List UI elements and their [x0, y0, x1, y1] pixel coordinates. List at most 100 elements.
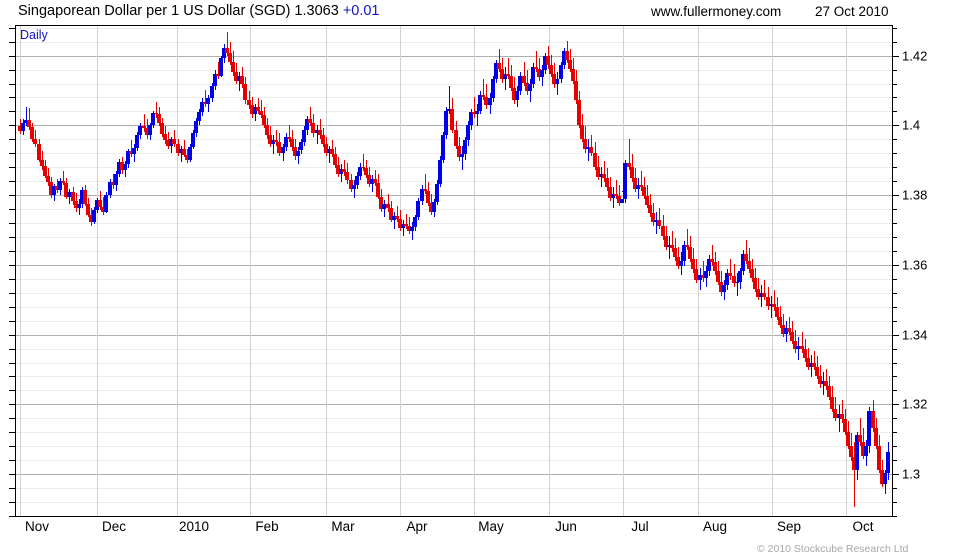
candle-body	[74, 201, 78, 209]
candle-body	[349, 180, 353, 189]
candle-body	[324, 144, 328, 154]
candle-body	[228, 52, 232, 62]
y-axis-tick-left	[9, 404, 15, 405]
candle-wick	[406, 213, 407, 230]
candle-body	[534, 66, 538, 69]
candle-body	[101, 207, 105, 212]
plot-area[interactable]: Daily	[15, 25, 893, 517]
candle-body	[432, 202, 436, 212]
candle-body	[43, 165, 47, 176]
candle-wick	[730, 258, 731, 280]
candle-body	[315, 129, 319, 134]
candle-body	[525, 82, 529, 92]
candle-wick	[536, 51, 537, 73]
candle-body	[108, 181, 112, 196]
candle-wick	[26, 107, 27, 127]
candle-body	[642, 187, 646, 196]
y-axis-tick-left	[9, 223, 15, 224]
candle-body	[772, 303, 776, 308]
candle-wick	[397, 206, 398, 223]
candle-body	[389, 208, 393, 220]
candle-body	[145, 128, 149, 136]
candle-body	[769, 303, 773, 307]
candle-body	[694, 269, 698, 280]
candle-body	[488, 98, 492, 106]
candle-body	[793, 340, 797, 350]
candle-body	[77, 203, 81, 209]
website-label: www.fullermoney.com	[651, 4, 782, 19]
y-axis-tick-left	[9, 446, 15, 447]
candle-body	[132, 147, 136, 154]
candle-body	[830, 396, 834, 409]
candle-wick	[409, 216, 410, 235]
x-axis-label: Oct	[852, 519, 874, 534]
x-axis-label: Apr	[406, 519, 428, 534]
candle-wick	[261, 100, 262, 118]
candle-body	[373, 179, 377, 183]
candle-body	[633, 178, 637, 189]
y-axis-tick	[893, 195, 899, 196]
page-title: Singaporean Dollar per 1 US Dollar (SGD)…	[18, 3, 380, 19]
y-axis-tick-minor	[893, 432, 897, 433]
candle-body	[506, 73, 510, 76]
candle-body	[413, 216, 417, 227]
candle-body	[194, 121, 198, 134]
candle-body	[735, 281, 739, 284]
y-axis-tick-minor	[893, 153, 897, 154]
candle-wick	[737, 272, 738, 296]
candle-body	[722, 285, 726, 293]
candle-body	[515, 91, 519, 101]
candle-body	[401, 223, 405, 228]
candle-body	[117, 161, 121, 175]
price-change: +0.01	[342, 3, 380, 19]
y-axis-tick-minor	[893, 488, 897, 489]
candle-body	[219, 58, 223, 76]
candle-body	[342, 168, 346, 173]
candle-body	[568, 59, 572, 69]
candle-body	[571, 68, 575, 81]
candle-wick	[588, 138, 589, 161]
candle-body	[336, 165, 340, 174]
candle-body	[259, 110, 263, 115]
y-axis-tick-left	[9, 84, 15, 85]
candle-body	[574, 80, 578, 101]
candle-body	[543, 56, 547, 71]
y-axis-tick-minor	[893, 223, 897, 224]
candle-body	[148, 124, 152, 136]
candle-body	[880, 469, 884, 484]
candle-body	[420, 188, 424, 202]
candle-body	[61, 181, 65, 183]
y-axis-tick-left	[9, 321, 15, 322]
candle-body	[299, 142, 303, 151]
candle-body	[787, 328, 791, 332]
candle-wick	[239, 72, 240, 92]
x-axis-label: Mar	[331, 519, 355, 534]
candle-body	[435, 183, 439, 203]
candle-wick	[103, 196, 104, 216]
x-axis-label: Jun	[555, 519, 577, 534]
candle-body	[589, 147, 593, 153]
candle-body	[386, 204, 390, 209]
candle-body	[253, 107, 257, 115]
y-axis-label: 1.34	[902, 327, 928, 343]
candle-body	[620, 199, 624, 203]
y-axis-label: 1.38	[902, 187, 928, 203]
candle-body	[670, 244, 674, 249]
chart-date: 27 Oct 2010	[815, 4, 889, 19]
candle-body	[308, 119, 312, 123]
candle-body	[531, 66, 535, 85]
candle-body	[821, 380, 825, 385]
candle-body	[277, 142, 281, 153]
candle-body	[247, 100, 251, 106]
y-axis-tick-left	[9, 56, 15, 57]
candle-body	[636, 185, 640, 189]
candle-body	[617, 195, 621, 203]
candle-body	[203, 101, 207, 104]
x-axis-label: Sep	[776, 519, 802, 534]
candle-body	[290, 138, 294, 147]
candle-body	[475, 110, 479, 115]
candle-wick	[669, 236, 670, 259]
candle-body	[719, 281, 723, 293]
candle-body	[197, 112, 201, 122]
candle-wick	[486, 84, 487, 109]
